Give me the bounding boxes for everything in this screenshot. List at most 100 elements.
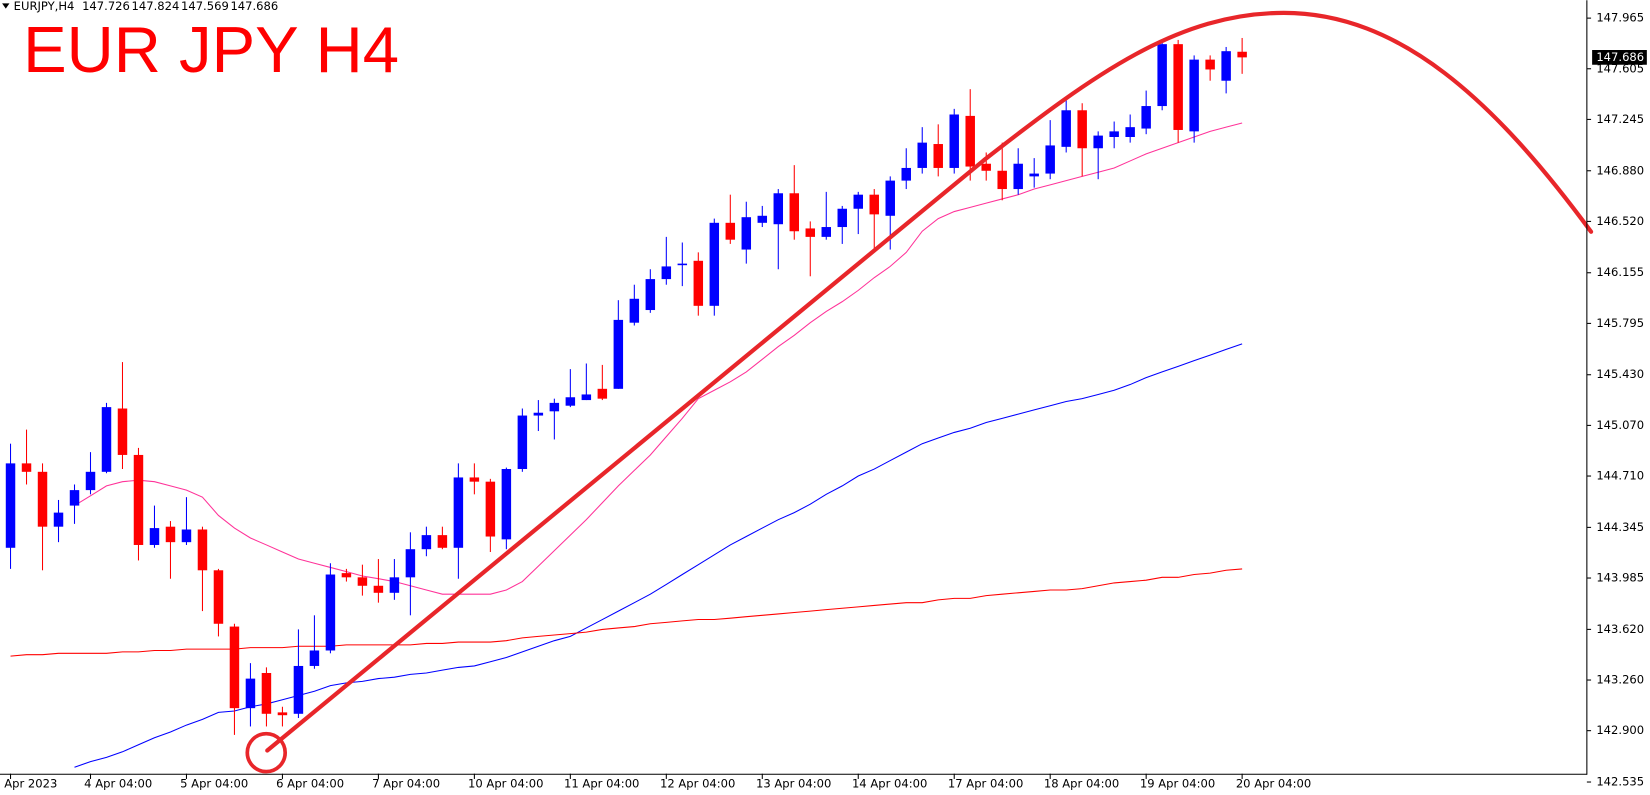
candle-body <box>1093 135 1103 149</box>
candle-body <box>981 163 991 171</box>
candle-body <box>1141 106 1151 129</box>
y-tick-label: 146.155 <box>1596 265 1644 279</box>
x-tick-label: 13 Apr 04:00 <box>756 777 831 791</box>
candle-body <box>805 228 816 237</box>
candle-body <box>853 194 863 209</box>
candle-body <box>565 397 576 406</box>
last-price-box <box>1592 50 1647 65</box>
candle-body <box>757 215 768 223</box>
last-price-label: 147.686 <box>1596 50 1644 64</box>
y-tick-label: 145.070 <box>1596 418 1644 432</box>
x-tick-label: 7 Apr 04:00 <box>372 777 440 791</box>
x-tick-label: 11 Apr 04:00 <box>564 777 639 791</box>
candle-body <box>501 469 512 540</box>
y-tick-label: 147.245 <box>1596 112 1644 126</box>
candle-body <box>1125 127 1135 137</box>
y-tick-label: 147.965 <box>1596 11 1644 25</box>
x-tick-label: 10 Apr 04:00 <box>468 777 543 791</box>
candle-body <box>1157 44 1167 107</box>
candle-body <box>37 471 48 527</box>
x-tick-label: 18 Apr 04:00 <box>1044 777 1119 791</box>
candle-body <box>613 319 624 389</box>
header-open: 147.726 <box>82 0 130 13</box>
y-tick-label: 142.535 <box>1596 775 1644 789</box>
candle-body <box>5 463 16 548</box>
candle-body <box>69 490 80 506</box>
candle-body <box>773 193 784 225</box>
candle-body <box>21 463 32 472</box>
header-arrow <box>2 3 10 9</box>
candle-body <box>517 415 528 470</box>
candle-body <box>885 180 895 216</box>
candle-body <box>581 394 592 401</box>
y-tick-label: 146.880 <box>1596 163 1644 177</box>
candle-body <box>53 512 64 527</box>
candle-body <box>101 407 112 472</box>
candle-body <box>357 577 368 586</box>
x-tick-label: 6 Apr 04:00 <box>276 777 344 791</box>
candle-body <box>1013 163 1023 190</box>
candle-body <box>437 535 448 548</box>
candle-body <box>997 170 1007 190</box>
candle-body <box>421 535 432 550</box>
moving-average-line <box>10 568 1243 657</box>
candle-body <box>261 672 272 714</box>
candle-body <box>549 402 560 412</box>
candle-body <box>277 712 288 716</box>
candle-body <box>1189 59 1199 132</box>
y-tick-label: 142.900 <box>1596 723 1644 737</box>
candle-body <box>933 144 943 168</box>
y-tick-label: 143.260 <box>1596 673 1644 687</box>
candle-body <box>837 208 847 228</box>
candle-body <box>821 227 831 237</box>
candle-body <box>965 115 975 167</box>
y-tick-label: 145.795 <box>1596 316 1644 330</box>
candle-body <box>405 549 416 578</box>
candle-body <box>533 412 544 416</box>
candle-body <box>789 193 800 232</box>
candle-body <box>149 528 160 545</box>
candle-body <box>709 222 720 306</box>
candle-body <box>309 650 320 666</box>
candle-body <box>597 388 608 399</box>
header-symbol: EURJPY,H4 <box>14 0 75 13</box>
candle-body <box>485 481 496 537</box>
y-tick-label: 143.985 <box>1596 571 1644 585</box>
candle-body <box>949 114 959 168</box>
candle-body <box>1221 51 1231 81</box>
y-tick-label: 147.605 <box>1596 61 1644 75</box>
candle-body <box>325 574 336 651</box>
y-tick-label: 143.620 <box>1596 622 1644 636</box>
candle-body <box>1237 51 1247 58</box>
candle-body <box>1173 44 1183 130</box>
x-tick-label: 14 Apr 04:00 <box>852 777 927 791</box>
x-tick-label: 20 Apr 04:00 <box>1236 777 1311 791</box>
candle-body <box>293 665 304 714</box>
plot-area <box>5 37 1247 768</box>
candle-body <box>901 167 911 181</box>
candle-body <box>165 526 176 543</box>
candle-body <box>869 194 879 215</box>
candle-body <box>693 260 704 306</box>
moving-average-line <box>74 122 1243 595</box>
candle-body <box>373 585 384 593</box>
candle-body <box>85 471 96 491</box>
candle-body <box>629 298 640 323</box>
candle-body <box>469 477 480 482</box>
candle-body <box>213 570 224 624</box>
candle-body <box>1045 145 1055 174</box>
candle-body <box>117 408 128 455</box>
trend-annotation <box>265 10 1594 753</box>
x-tick-label: 19 Apr 04:00 <box>1140 777 1215 791</box>
candle-body <box>341 573 352 578</box>
header-close: 147.686 <box>230 0 278 13</box>
candle-body <box>245 678 256 709</box>
candle-body <box>741 217 752 250</box>
candle-body <box>1205 59 1215 70</box>
header-high: 147.824 <box>132 0 180 13</box>
x-tick-label: 17 Apr 04:00 <box>948 777 1023 791</box>
low-circle-annotation <box>245 731 288 774</box>
candle-body <box>1061 110 1071 147</box>
